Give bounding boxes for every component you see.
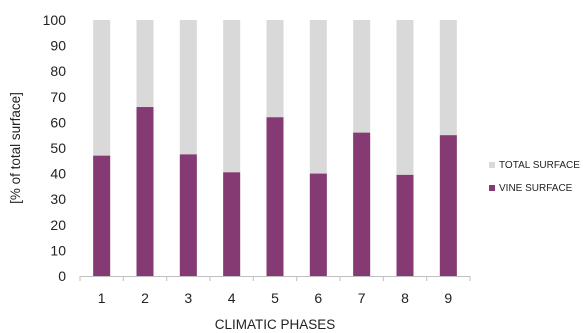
y-tick-label: 90 — [50, 38, 66, 54]
y-tick-label: 50 — [50, 140, 66, 156]
legend-label: TOTAL SURFACE — [499, 160, 580, 171]
bar-vine-surface — [223, 172, 241, 276]
bar-vine-surface — [93, 155, 111, 276]
x-axis-ticks: 1 2 3 4 5 6 7 8 9 — [79, 276, 471, 306]
bar-vine-surface — [309, 173, 327, 276]
bar-vine-surface — [136, 107, 154, 276]
y-tick-label: 0 — [58, 268, 66, 284]
x-tick-label: 4 — [228, 290, 236, 306]
x-tick-label: 6 — [314, 290, 322, 306]
bar-vine-surface — [439, 135, 457, 276]
x-tick-label: 7 — [358, 290, 366, 306]
legend: TOTAL SURFACE VINE SURFACE — [489, 160, 580, 194]
x-tick-label: 5 — [271, 290, 279, 306]
bars — [93, 20, 457, 276]
y-tick-label: 60 — [50, 114, 66, 130]
legend-label: VINE SURFACE — [499, 183, 573, 194]
y-tick-label: 100 — [43, 12, 67, 28]
y-tick-label: 40 — [50, 166, 66, 182]
y-axis-ticks: 0 10 20 30 40 50 60 70 80 90 100 — [43, 12, 67, 284]
y-tick-label: 10 — [50, 242, 66, 258]
y-tick-label: 20 — [50, 217, 66, 233]
legend-swatch — [489, 185, 495, 191]
bar-vine-surface — [266, 117, 284, 276]
x-tick-label: 3 — [184, 290, 192, 306]
legend-swatch — [489, 162, 495, 168]
y-axis-title: [% of total surface] — [8, 92, 23, 204]
bar-vine-surface — [179, 154, 197, 276]
y-tick-label: 80 — [50, 63, 66, 79]
x-tick-label: 9 — [444, 290, 452, 306]
bar-vine-surface — [353, 132, 371, 276]
y-tick-label: 70 — [50, 89, 66, 105]
x-tick-label: 8 — [401, 290, 409, 306]
x-axis-title: CLIMATIC PHASES — [215, 317, 336, 332]
y-tick-label: 30 — [50, 191, 66, 207]
x-tick-label: 2 — [141, 290, 149, 306]
bar-vine-surface — [396, 174, 414, 276]
x-tick-label: 1 — [98, 290, 106, 306]
